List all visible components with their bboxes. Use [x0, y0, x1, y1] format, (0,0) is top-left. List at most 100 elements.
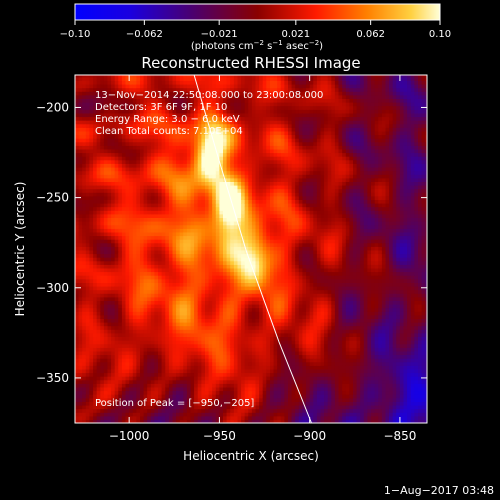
heatmap-cell: [176, 105, 181, 110]
heatmap-cell: [230, 260, 235, 265]
heatmap-cell: [230, 246, 235, 251]
heatmap-cell: [172, 343, 177, 348]
heatmap-cell: [136, 91, 141, 96]
heatmap-cell: [197, 221, 202, 226]
heatmap-cell: [255, 314, 260, 319]
heatmap-cell: [136, 332, 141, 337]
heatmap-cell: [208, 120, 213, 125]
heatmap-cell: [143, 300, 148, 305]
heatmap-cell: [219, 322, 224, 327]
heatmap-cell: [96, 419, 101, 423]
heatmap-cell: [237, 332, 242, 337]
heatmap-cell: [111, 304, 116, 309]
heatmap-cell: [147, 192, 152, 197]
heatmap-cell: [183, 105, 188, 110]
heatmap-cell: [89, 325, 94, 330]
heatmap-cell: [125, 394, 130, 399]
heatmap-cell: [183, 185, 188, 190]
heatmap-cell: [190, 148, 195, 154]
heatmap-cell: [183, 350, 188, 356]
heatmap-cell: [129, 361, 134, 366]
heatmap-cell: [186, 242, 192, 247]
colorbar-tick-label: 0.062: [356, 29, 385, 40]
heatmap-cell: [223, 358, 228, 363]
heatmap-cell: [161, 350, 166, 356]
heatmap-cell: [100, 379, 105, 384]
heatmap-cell: [161, 390, 166, 395]
heatmap-cell: [223, 325, 228, 330]
heatmap-cell: [179, 275, 184, 280]
heatmap-cell: [85, 174, 90, 179]
heatmap-cell: [219, 325, 224, 330]
heatmap-cell: [158, 246, 163, 251]
heatmap-cell: [248, 343, 253, 348]
heatmap-cell: [186, 185, 192, 190]
heatmap-cell: [147, 365, 152, 370]
heatmap-cell: [136, 188, 141, 193]
heatmap-cell: [100, 412, 105, 417]
heatmap-cell: [190, 249, 195, 255]
heatmap-cell: [259, 325, 264, 330]
heatmap-cell: [129, 210, 134, 215]
heatmap-cell: [223, 94, 228, 99]
heatmap-cell: [132, 249, 137, 255]
heatmap-cell: [223, 314, 228, 319]
heatmap-cell: [208, 102, 213, 107]
heatmap-cell: [241, 394, 246, 399]
heatmap-cell: [125, 177, 130, 182]
heatmap-cell: [100, 340, 105, 345]
heatmap-cell: [85, 76, 90, 81]
heatmap-cell: [96, 138, 101, 143]
heatmap-cell: [132, 181, 137, 186]
heatmap-cell: [205, 267, 210, 273]
heatmap-cell: [251, 231, 257, 237]
heatmap-cell: [89, 390, 94, 395]
heatmap-cell: [132, 365, 137, 370]
heatmap-cell: [219, 112, 224, 118]
heatmap-cell: [96, 141, 101, 146]
heatmap-cell: [118, 177, 123, 182]
heatmap-cell: [111, 152, 116, 157]
heatmap-cell: [114, 358, 119, 363]
heatmap-cell: [85, 203, 90, 208]
heatmap-cell: [230, 419, 235, 423]
heatmap-cell: [226, 412, 231, 417]
heatmap-cell: [223, 195, 228, 200]
heatmap-cell: [255, 87, 260, 92]
heatmap-cell: [212, 253, 217, 258]
heatmap-cell: [121, 156, 127, 161]
heatmap-cell: [179, 206, 184, 211]
heatmap-cell: [121, 260, 127, 265]
heatmap-cell: [96, 278, 101, 283]
heatmap-cell: [161, 340, 166, 345]
heatmap-cell: [125, 195, 130, 200]
heatmap-cell: [208, 75, 213, 78]
heatmap-cell: [150, 296, 155, 301]
heatmap-cell: [103, 340, 109, 345]
heatmap-cell: [114, 329, 119, 334]
heatmap-cell: [244, 116, 249, 121]
heatmap-cell: [125, 260, 130, 265]
heatmap-cell: [183, 76, 188, 81]
heatmap-cell: [201, 386, 206, 392]
heatmap-cell: [143, 188, 148, 193]
heatmap-cell: [168, 275, 174, 280]
heatmap-cell: [132, 267, 137, 273]
heatmap-cell: [111, 84, 116, 89]
heatmap-cell: [118, 383, 123, 388]
heatmap-cell: [223, 206, 228, 211]
heatmap-cell: [244, 120, 249, 125]
heatmap-cell: [136, 210, 141, 215]
heatmap-cell: [186, 123, 192, 128]
heatmap-cell: [96, 174, 101, 179]
heatmap-cell: [179, 174, 184, 179]
heatmap-cell: [103, 188, 109, 193]
heatmap-cell: [233, 75, 239, 78]
heatmap-cell: [147, 75, 152, 78]
heatmap-cell: [223, 80, 228, 85]
heatmap-cell: [111, 138, 116, 143]
heatmap-cell: [96, 347, 101, 352]
heatmap-cell: [132, 203, 137, 208]
heatmap-cell: [129, 314, 134, 319]
heatmap-cell: [111, 203, 116, 208]
